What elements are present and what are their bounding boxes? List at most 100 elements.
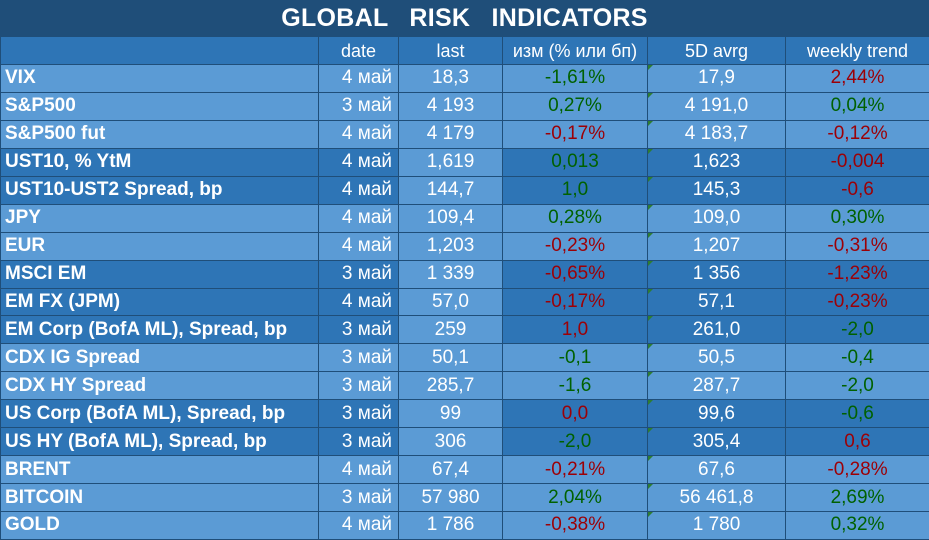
weekly-trend-cell: -0,4 xyxy=(786,344,929,372)
weekly-trend-cell: -0,6 xyxy=(786,176,929,204)
last-value-cell: 259 xyxy=(399,316,503,344)
change-cell: -0,23% xyxy=(503,232,648,260)
header-date: date xyxy=(319,37,399,65)
change-cell: -1,61% xyxy=(503,65,648,93)
date-cell: 4 май xyxy=(319,288,399,316)
weekly-trend-cell: 2,44% xyxy=(786,65,929,93)
change-cell: 0,013 xyxy=(503,148,648,176)
change-cell: -0,21% xyxy=(503,456,648,484)
last-value-cell: 1 786 xyxy=(399,512,503,540)
weekly-trend-cell: -0,6 xyxy=(786,400,929,428)
last-value-cell: 285,7 xyxy=(399,372,503,400)
change-cell: -0,65% xyxy=(503,260,648,288)
change-cell: 2,04% xyxy=(503,484,648,512)
last-value-cell: 1 339 xyxy=(399,260,503,288)
change-cell: 1,0 xyxy=(503,316,648,344)
weekly-trend-cell: 0,32% xyxy=(786,512,929,540)
date-cell: 4 май xyxy=(319,65,399,93)
five-day-avg-cell: 1,623 xyxy=(648,148,786,176)
date-cell: 3 май xyxy=(319,400,399,428)
risk-indicators-table: date last изм (% или бп) 5D avrg weekly … xyxy=(0,36,929,540)
header-row: date last изм (% или бп) 5D avrg weekly … xyxy=(1,37,929,65)
five-day-avg-cell: 4 191,0 xyxy=(648,92,786,120)
date-cell: 3 май xyxy=(319,372,399,400)
date-cell: 4 май xyxy=(319,232,399,260)
date-cell: 4 май xyxy=(319,512,399,540)
last-value-cell: 67,4 xyxy=(399,456,503,484)
last-value-cell: 4 193 xyxy=(399,92,503,120)
indicator-name: UST10, % YtM xyxy=(1,148,319,176)
change-cell: -1,6 xyxy=(503,372,648,400)
change-cell: -0,38% xyxy=(503,512,648,540)
weekly-trend-cell: -0,23% xyxy=(786,288,929,316)
five-day-avg-cell: 4 183,7 xyxy=(648,120,786,148)
last-value-cell: 57,0 xyxy=(399,288,503,316)
five-day-avg-cell: 99,6 xyxy=(648,400,786,428)
change-cell: 1,0 xyxy=(503,176,648,204)
indicator-name: EM FX (JPM) xyxy=(1,288,319,316)
indicator-name: VIX xyxy=(1,65,319,93)
date-cell: 3 май xyxy=(319,428,399,456)
five-day-avg-cell: 50,5 xyxy=(648,344,786,372)
header-weekly-trend: weekly trend xyxy=(786,37,929,65)
five-day-avg-cell: 1,207 xyxy=(648,232,786,260)
weekly-trend-cell: -1,23% xyxy=(786,260,929,288)
date-cell: 4 май xyxy=(319,456,399,484)
indicator-name: EM Corp (BofA ML), Spread, bp xyxy=(1,316,319,344)
indicator-name: JPY xyxy=(1,204,319,232)
change-cell: -0,17% xyxy=(503,288,648,316)
sheet-title: GLOBAL RISK INDICATORS xyxy=(0,0,929,36)
header-change: изм (% или бп) xyxy=(503,37,648,65)
five-day-avg-cell: 57,1 xyxy=(648,288,786,316)
date-cell: 4 май xyxy=(319,148,399,176)
weekly-trend-cell: 2,69% xyxy=(786,484,929,512)
five-day-avg-cell: 67,6 xyxy=(648,456,786,484)
five-day-avg-cell: 17,9 xyxy=(648,65,786,93)
weekly-trend-cell: -2,0 xyxy=(786,316,929,344)
five-day-avg-cell: 145,3 xyxy=(648,176,786,204)
date-cell: 3 май xyxy=(319,92,399,120)
date-cell: 4 май xyxy=(319,176,399,204)
weekly-trend-cell: -0,28% xyxy=(786,456,929,484)
indicator-name: US HY (BofA ML), Spread, bp xyxy=(1,428,319,456)
last-value-cell: 99 xyxy=(399,400,503,428)
last-value-cell: 306 xyxy=(399,428,503,456)
last-value-cell: 1,203 xyxy=(399,232,503,260)
date-cell: 3 май xyxy=(319,484,399,512)
date-cell: 3 май xyxy=(319,260,399,288)
change-cell: 0,0 xyxy=(503,400,648,428)
weekly-trend-cell: -0,004 xyxy=(786,148,929,176)
change-cell: -2,0 xyxy=(503,428,648,456)
indicator-name: MSCI EM xyxy=(1,260,319,288)
indicator-name: BRENT xyxy=(1,456,319,484)
five-day-avg-cell: 109,0 xyxy=(648,204,786,232)
date-cell: 3 май xyxy=(319,344,399,372)
five-day-avg-cell: 56 461,8 xyxy=(648,484,786,512)
change-cell: 0,27% xyxy=(503,92,648,120)
date-cell: 3 май xyxy=(319,316,399,344)
date-cell: 4 май xyxy=(319,120,399,148)
last-value-cell: 18,3 xyxy=(399,65,503,93)
last-value-cell: 1,619 xyxy=(399,148,503,176)
last-value-cell: 109,4 xyxy=(399,204,503,232)
five-day-avg-cell: 261,0 xyxy=(648,316,786,344)
weekly-trend-cell: -2,0 xyxy=(786,372,929,400)
indicator-name: CDX IG Spread xyxy=(1,344,319,372)
